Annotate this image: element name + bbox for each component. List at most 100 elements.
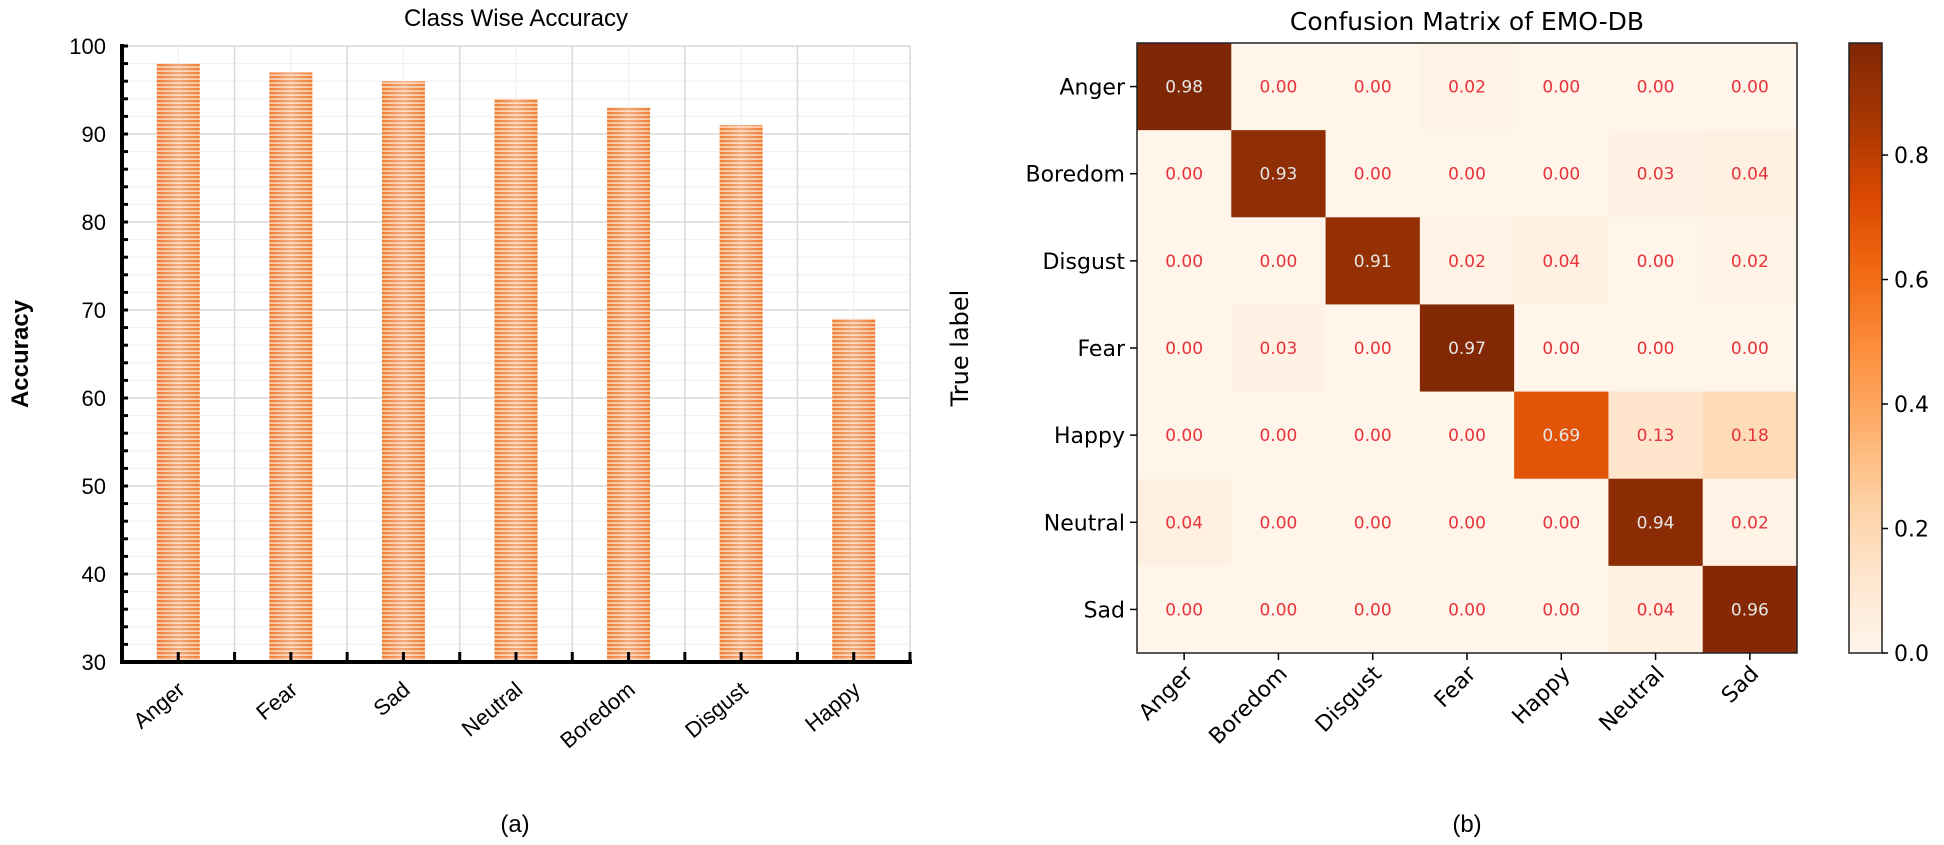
y-tick-label: Boredom <box>1025 163 1125 188</box>
bar-highlight <box>269 72 313 662</box>
cell <box>1514 391 1609 480</box>
bar-chart: 30 40 50 60 70 80 90 100 Anger Fear Sad Neutral Bore… <box>7 5 912 838</box>
colorbar <box>1848 42 1883 654</box>
cell <box>1702 43 1798 131</box>
cell <box>1419 304 1515 393</box>
cell <box>1325 304 1421 393</box>
cell-value: 0.04 <box>1637 600 1675 620</box>
y-axis-label: Accuracy <box>7 299 34 408</box>
chart-title: Confusion Matrix of EMO-DB <box>1290 7 1644 36</box>
cell <box>1419 43 1515 131</box>
cell <box>1137 478 1232 567</box>
cell <box>1702 217 1798 305</box>
cell <box>1514 130 1609 218</box>
cell <box>1231 130 1327 218</box>
cell-value: 0.00 <box>1542 600 1580 620</box>
x-tick-label: Sad <box>1717 662 1764 709</box>
cell-value: 0.00 <box>1354 78 1392 98</box>
cell-value: 0.96 <box>1731 600 1769 620</box>
y-tick-label: Neutral <box>1044 511 1125 536</box>
cell <box>1702 565 1798 654</box>
cell-value: 0.00 <box>1448 513 1486 533</box>
x-tick-label: Neutral <box>1595 662 1670 737</box>
cell-value: 0.00 <box>1259 513 1297 533</box>
colorbar-tick-label: 0.4 <box>1894 393 1929 418</box>
x-tick-label: Happy <box>800 677 865 737</box>
cell-value: 0.00 <box>1637 339 1675 359</box>
x-tick-label: Fear <box>1430 661 1482 713</box>
cell-value: 0.13 <box>1637 426 1675 446</box>
x-tick-label: Disgust <box>680 677 752 743</box>
caption-a: (a) <box>500 811 529 838</box>
cell <box>1608 304 1704 393</box>
y-tick-label: 80 <box>82 210 106 235</box>
cell-value: 0.00 <box>1354 513 1392 533</box>
cell <box>1137 391 1232 480</box>
x-tick-label: Boredom <box>1205 662 1293 750</box>
cell-value: 0.93 <box>1259 165 1297 185</box>
cell <box>1231 391 1327 480</box>
x-tick-label: Anger <box>1134 661 1199 726</box>
y-tick-label: 90 <box>82 122 106 147</box>
colorbar-tick-label: 0.6 <box>1894 269 1929 294</box>
cell <box>1608 43 1704 131</box>
cell <box>1608 478 1704 567</box>
colorbar-tick-label: 0.8 <box>1894 144 1929 169</box>
cell-value: 0.00 <box>1165 252 1203 272</box>
bar-highlight <box>156 63 200 663</box>
cell-value: 0.02 <box>1731 252 1769 272</box>
y-tick-label: 40 <box>82 562 106 587</box>
cell <box>1419 217 1515 305</box>
cell-value: 0.00 <box>1542 78 1580 98</box>
caption-b: (b) <box>1452 811 1481 838</box>
x-tick-label: Anger <box>128 677 189 734</box>
y-tick-label: 30 <box>82 650 106 675</box>
cell-value: 0.04 <box>1542 252 1580 272</box>
cell <box>1137 43 1232 131</box>
cell-value: 0.00 <box>1259 78 1297 98</box>
chart-title: Class Wise Accuracy <box>404 5 628 32</box>
cell-value: 0.00 <box>1354 600 1392 620</box>
cell-value: 0.00 <box>1165 165 1203 185</box>
bar-highlight <box>719 125 763 662</box>
cell <box>1702 478 1798 567</box>
x-tick-label: Disgust <box>1311 661 1387 737</box>
bar-highlight <box>494 98 538 663</box>
cell-value: 0.02 <box>1448 78 1486 98</box>
cell <box>1608 565 1704 654</box>
cell-value: 0.02 <box>1731 513 1769 533</box>
y-tick-label: Fear <box>1077 337 1125 362</box>
colorbar-tick-label: 0.2 <box>1894 518 1929 543</box>
cell-value: 0.00 <box>1354 339 1392 359</box>
y-tick-label: 60 <box>82 386 106 411</box>
cell <box>1231 565 1327 654</box>
cell-value: 0.00 <box>1731 78 1769 98</box>
cell-value: 0.18 <box>1731 426 1769 446</box>
cell-value: 0.03 <box>1259 339 1297 359</box>
cell <box>1137 304 1232 393</box>
cell-value: 0.00 <box>1354 165 1392 185</box>
y-tick-label: 50 <box>82 474 106 499</box>
cell <box>1137 130 1232 218</box>
cell <box>1419 478 1515 567</box>
cell-value: 0.00 <box>1165 600 1203 620</box>
cell-value: 0.00 <box>1448 600 1486 620</box>
cell <box>1325 478 1421 567</box>
x-tick-label: Neutral <box>457 677 527 742</box>
cell-value: 0.00 <box>1448 165 1486 185</box>
cell <box>1231 217 1327 305</box>
cell-value: 0.91 <box>1354 252 1392 272</box>
cell-value: 0.00 <box>1354 426 1392 446</box>
cell <box>1325 43 1421 131</box>
x-tick-label: Fear <box>251 677 302 725</box>
x-tick-label: Sad <box>369 677 415 721</box>
cell-value: 0.00 <box>1165 426 1203 446</box>
cell-value: 0.00 <box>1448 426 1486 446</box>
cell-value: 0.00 <box>1259 600 1297 620</box>
cell <box>1514 43 1609 131</box>
cell <box>1514 565 1609 654</box>
cell-value: 0.00 <box>1165 339 1203 359</box>
cell <box>1419 391 1515 480</box>
cell-value: 0.94 <box>1637 513 1675 533</box>
